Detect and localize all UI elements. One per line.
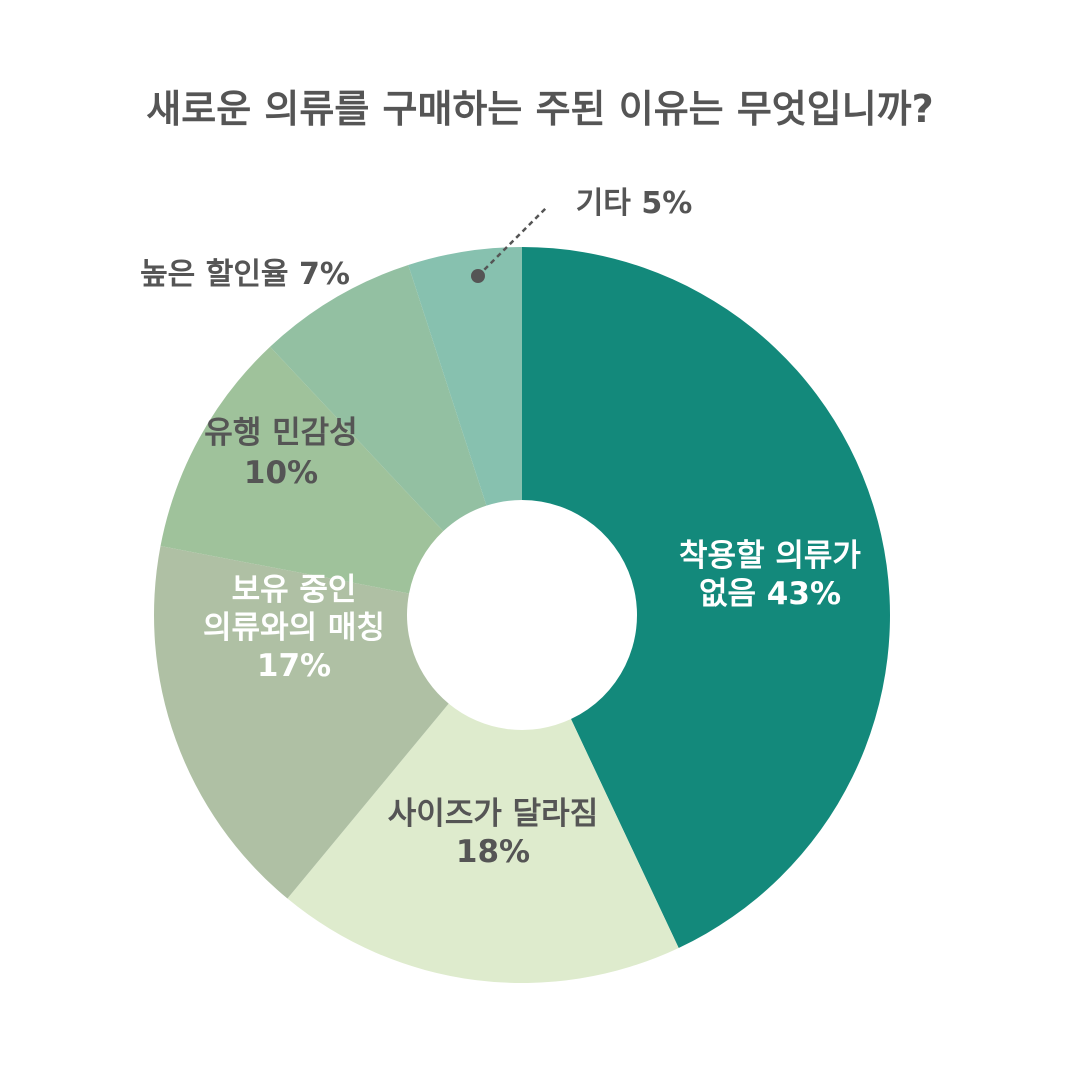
slice-1 [522, 247, 890, 948]
slice-label-4: 유행 민감성 10% [204, 415, 357, 491]
slice-label-line: 10% [244, 455, 318, 491]
slice-6 [408, 247, 522, 506]
leader-line-other [477, 205, 549, 277]
chart-title: 새로운 의류를 구매하는 주된 이유는 무엇입니까? [146, 87, 934, 131]
slice-label-5: 높은 할인율 7% [140, 257, 350, 292]
leader-dot-other [471, 269, 485, 283]
slice-label-line: 유행 민감성 [204, 415, 357, 451]
slice-label-line: 17% [257, 648, 331, 684]
slice-2 [287, 703, 679, 983]
slice-4 [160, 346, 444, 594]
slice-label-line: 높은 할인율 7% [140, 257, 350, 292]
slice-label-line: 18% [456, 834, 530, 870]
slice-label-2: 사이즈가 달라짐 18% [388, 796, 598, 870]
slice-label-1: 착용할 의류가 없음 43% [679, 538, 861, 612]
slice-label-line: 기타 5% [576, 186, 693, 221]
slice-label-3: 보유 중인 의류와의 매칭 17% [203, 572, 385, 684]
slice-label-line: 없음 43% [699, 576, 841, 612]
slice-label-line: 사이즈가 달라짐 [388, 796, 598, 832]
slice-label-line: 보유 중인 [232, 572, 357, 608]
slice-label-6: 기타 5% [576, 186, 693, 221]
slice-label-line: 의류와의 매칭 [203, 610, 385, 646]
slice-label-line: 착용할 의류가 [679, 538, 861, 574]
slice-3 [154, 546, 449, 899]
slice-5 [270, 265, 487, 532]
